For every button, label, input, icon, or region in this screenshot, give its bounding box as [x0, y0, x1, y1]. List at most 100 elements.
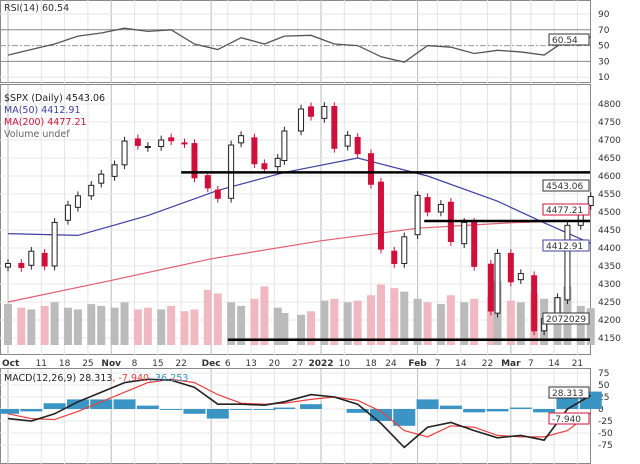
price-tick-label: 4700 [598, 136, 621, 146]
macd-histogram-bar [66, 399, 89, 409]
volume-bar [213, 293, 222, 345]
macd-histogram-bar [183, 409, 206, 414]
candlestick [377, 181, 384, 250]
candlestick [424, 197, 431, 213]
x-tick-label: 25 [82, 359, 93, 369]
volume-bar [320, 300, 329, 345]
x-tick-label: 11 [36, 359, 47, 369]
volume-bar [63, 307, 72, 345]
volume-bar [506, 300, 515, 345]
volume-bar [133, 309, 142, 345]
x-tick-label: 8 [132, 359, 138, 369]
ma50-line [7, 157, 591, 244]
x-tick-label: 6 [225, 359, 231, 369]
macd-histogram-bar [300, 404, 323, 409]
candlestick [471, 221, 478, 267]
macd-histogram-bar [43, 403, 66, 409]
candlestick [88, 184, 95, 197]
ma200-line [7, 219, 591, 303]
volume-bar [353, 300, 362, 345]
candlestick [74, 195, 81, 208]
candlestick [41, 252, 48, 267]
macd-tick-label: -25 [598, 417, 613, 427]
x-tick-label: 22 [482, 359, 493, 369]
candlestick [251, 137, 258, 165]
rsi-tick-label: 50 [598, 42, 610, 52]
volume-bar [17, 307, 26, 345]
rsi-line [7, 27, 591, 63]
macd-histogram-bar [556, 387, 579, 409]
macd-histogram-bar [486, 409, 509, 412]
volume-bar [110, 307, 119, 345]
volume-bar [516, 302, 525, 345]
x-tick-label: 7 [528, 359, 534, 369]
candlestick [391, 250, 398, 264]
macd-tick-label: -50 [598, 429, 613, 439]
price-tick-label: 4400 [598, 244, 621, 254]
candlestick [181, 142, 188, 145]
candlestick [414, 194, 421, 236]
candlestick [354, 136, 361, 155]
candlestick [98, 173, 105, 184]
macd-histogram-bar [463, 409, 486, 413]
candlestick [28, 250, 35, 266]
volume-bar [366, 295, 375, 345]
macd-histogram-bar [113, 399, 136, 409]
price-tick-label: 4600 [598, 172, 621, 182]
candlestick [507, 252, 514, 283]
macd-histogram-bar [136, 405, 159, 409]
candlestick [331, 106, 338, 149]
volume-bar [273, 307, 282, 345]
macd-tick-label: 50 [598, 381, 610, 391]
macd-signal-line [7, 378, 592, 438]
candlestick [401, 236, 408, 264]
volume-bar [400, 291, 409, 345]
candlestick [564, 224, 571, 301]
candlestick [321, 106, 328, 119]
volume-bar [343, 302, 352, 345]
candlestick [144, 145, 151, 149]
macd-tick-label: 0 [598, 405, 604, 415]
x-tick-label: Oct [2, 359, 20, 369]
x-tick-label: 22 [175, 359, 186, 369]
candlestick [64, 204, 71, 221]
macd-histogram-bar [273, 407, 296, 409]
volume-bar [4, 304, 12, 345]
macd-tick-label: 25 [598, 393, 609, 403]
macd-histogram-bar [90, 399, 113, 409]
x-tick-label: 15 [152, 359, 163, 369]
rsi-panel-frame [0, 0, 591, 83]
price-tick-label: 4200 [598, 316, 621, 326]
candlestick [531, 275, 538, 332]
macd-line [7, 378, 592, 449]
volume-bar [167, 305, 176, 345]
candlestick [281, 130, 288, 162]
macd-histogram-bar [393, 409, 416, 426]
x-tick-label: 18 [365, 359, 377, 369]
macd-panel-frame [0, 368, 591, 464]
x-tick-label: Mar [501, 359, 521, 369]
volume-bar [586, 308, 595, 345]
volume-bar [190, 309, 199, 345]
candlestick [298, 108, 305, 132]
x-tick-label: 18 [59, 359, 71, 369]
price-tick-label: 4750 [598, 118, 621, 128]
x-tick-label: Nov [101, 359, 121, 369]
macd-histogram-bar [439, 405, 462, 409]
volume-bar [227, 302, 236, 345]
macd-histogram-bar [160, 409, 183, 410]
rsi-tick-label: 30 [598, 57, 610, 67]
volume-bar [143, 307, 152, 345]
candlestick [5, 262, 11, 268]
volume-bar [376, 284, 385, 345]
macd-histogram-bar [416, 399, 439, 409]
candlestick [494, 252, 501, 314]
volume-bar [413, 298, 422, 345]
candlestick [554, 297, 561, 317]
macd-histogram-bar [509, 407, 532, 409]
candlestick [238, 135, 245, 144]
rsi-tick-label: 10 [598, 73, 610, 83]
candlestick [261, 163, 268, 170]
